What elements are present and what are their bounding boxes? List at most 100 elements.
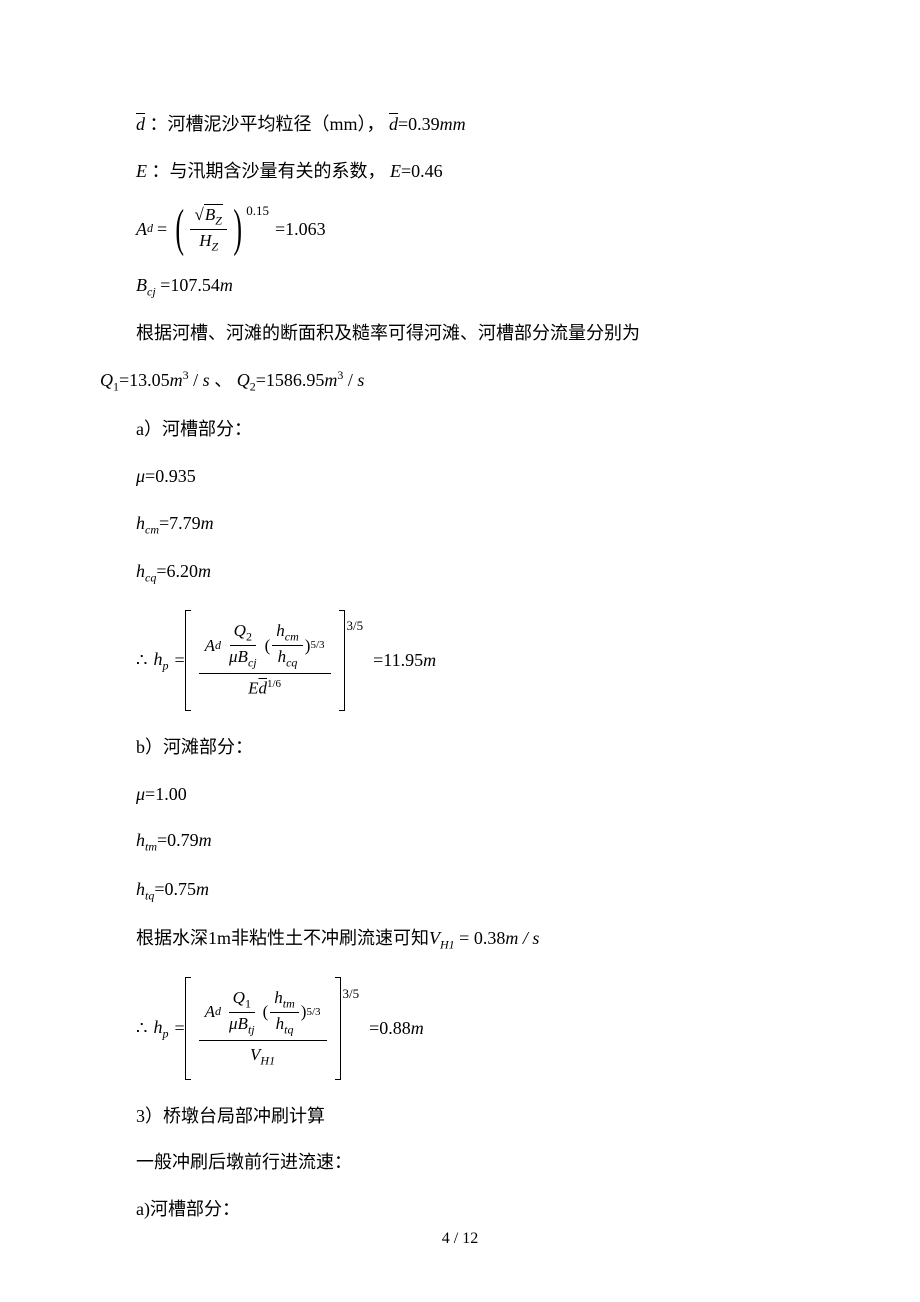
q1-unit: m [170, 370, 183, 390]
d-in: d [258, 679, 267, 698]
mu-b: μ=1.00 [100, 780, 820, 809]
outer-exp-a: 3/5 [347, 616, 364, 637]
ad-a-sub: d [215, 638, 221, 654]
q2-val: =1586.95 [256, 370, 325, 390]
q-values: Q1=13.05m3 / s 、 Q2=1586.95m3 / s [100, 366, 820, 397]
q1-b: Q [233, 988, 245, 1007]
mu-in-a: μ [229, 647, 238, 666]
e-in: E [248, 679, 258, 698]
bcj-unit: m [220, 275, 233, 295]
eq-sign: = [157, 215, 167, 244]
sep: 、 [214, 370, 232, 390]
hz-sub: Z [211, 239, 218, 253]
mu-in-b: μ [229, 1014, 238, 1033]
htq-in-sub: tq [284, 1022, 293, 1036]
eq-b: = [174, 1014, 184, 1043]
vh1-in-sub: H1 [260, 1053, 275, 1067]
bcj-line: Bcj =107.54m [100, 271, 820, 302]
d-exp: 1/6 [267, 678, 281, 690]
ad-b-sub: d [215, 1004, 221, 1020]
inner-exp-a: 5/3 [310, 638, 324, 652]
vh1-text: 根据水深1m非粘性土不冲刷流速可知 [136, 928, 429, 948]
hp-a-result: =11.95 [373, 646, 423, 675]
vh1-eq: = 0.38 [455, 928, 506, 948]
hz: H [199, 231, 211, 250]
therefore-a: ∴ [136, 646, 147, 675]
q2-a: Q [234, 621, 246, 640]
hcm-in-sub: cm [285, 629, 299, 643]
b-b: B [238, 1014, 248, 1033]
hp-a-outer-frac: Ad Q2 μBcj ( hcm hcq )5/3 Ed1/6 [199, 618, 331, 703]
eq-a: = [174, 646, 184, 675]
lbracket-a [185, 610, 191, 711]
vh1-v: V [429, 928, 440, 948]
outer-exp-b: 3/5 [343, 984, 360, 1005]
hcq-in: h [278, 647, 287, 666]
ad-lhs-sub: d [147, 219, 153, 238]
section-3: 3）桥墩台局部冲刷计算 [100, 1102, 820, 1131]
mu-a-val: =0.935 [145, 466, 196, 486]
mu-a: μ=0.935 [100, 462, 820, 491]
q1-val: =13.05 [119, 370, 170, 390]
hcq-sym: h [136, 561, 145, 581]
dbar-symbol: d [136, 114, 145, 134]
htm-unit: m [199, 830, 212, 850]
hcq-in-sub: cq [286, 655, 297, 669]
q1-sym: Q [100, 370, 113, 390]
hp-b-unit: m [411, 1014, 424, 1043]
ad-lhs: A [136, 215, 147, 244]
e-value: =0.46 [401, 161, 443, 181]
htm: htm=0.79m [100, 826, 820, 857]
inner-exp-b: 5/3 [306, 1005, 320, 1019]
q2-sym: Q [237, 370, 250, 390]
b-b-sub: tj [248, 1022, 255, 1036]
hp-b-outer-frac: Ad Q1 μBtj ( htm htq )5/3 VH1 [199, 985, 327, 1072]
vh1-in: V [250, 1045, 260, 1064]
q2-a-sub: 2 [246, 629, 252, 643]
htm-in: h [274, 988, 283, 1007]
hcm-unit: m [201, 513, 214, 533]
ad-frac: √BZ HZ [190, 204, 226, 255]
dbar-unit: mm [440, 114, 466, 134]
dbar-value: =0.39 [398, 114, 440, 134]
section-a: a）河槽部分： [100, 415, 820, 444]
e-symbol: E [136, 161, 147, 181]
hp-b-lhs-sub: p [162, 1026, 168, 1040]
lbracket-b [185, 977, 191, 1080]
ad-a: A [205, 635, 215, 657]
vh1-sentence: 根据水深1m非粘性土不冲刷流速可知VH1 = 0.38m / s [100, 924, 820, 955]
bz: B [205, 205, 215, 224]
bz-sub: Z [215, 213, 222, 227]
mu-b-sym: μ [136, 784, 145, 804]
dbar-symbol2: d [389, 114, 398, 134]
htq: htq=0.75m [100, 875, 820, 906]
vh1-unit: m / s [505, 928, 539, 948]
paragraph-flow: 根据河槽、河滩的断面积及糙率可得河滩、河槽部分流量分别为 [100, 319, 820, 348]
mu-b-val: =1.00 [145, 784, 187, 804]
therefore-b: ∴ [136, 1014, 147, 1043]
hp-a-formula: ∴ hp = Ad Q2 μBcj ( hcm hcq )5/3 [136, 610, 820, 711]
q1-b-sub: 1 [245, 996, 251, 1010]
e-label: E [390, 161, 401, 181]
dbar-text: ：河槽泥沙平均粒径（mm）， [150, 114, 385, 134]
htm-val: =0.79 [157, 830, 199, 850]
hp-a-unit: m [423, 646, 436, 675]
q2-unit: m [324, 370, 337, 390]
b-a-sub: cj [248, 655, 257, 669]
bcj-val: =107.54 [160, 275, 220, 295]
per2: / [343, 370, 357, 390]
hcm: hcm=7.79m [100, 509, 820, 540]
htq-sub: tq [145, 889, 154, 903]
hcm-sym: h [136, 513, 145, 533]
s2: s [357, 370, 364, 390]
rbracket-a [339, 610, 345, 711]
hcq-unit: m [198, 561, 211, 581]
s1: s [203, 370, 210, 390]
htq-sym: h [136, 879, 145, 899]
htq-val: =0.75 [154, 879, 196, 899]
htq-unit: m [196, 879, 209, 899]
line-e: E ：与汛期含沙量有关的系数， E=0.46 [100, 157, 820, 186]
line-last2: a)河槽部分： [100, 1195, 820, 1224]
hcm-in: h [276, 621, 285, 640]
bracket-a: Ad Q2 μBcj ( hcm hcq )5/3 Ed1/6 [185, 610, 345, 711]
